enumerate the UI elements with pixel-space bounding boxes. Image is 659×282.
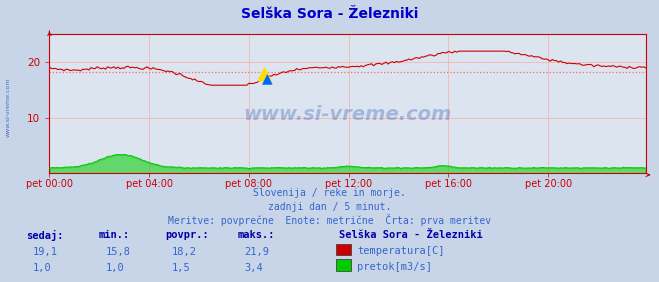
Text: Meritve: povprečne  Enote: metrične  Črta: prva meritev: Meritve: povprečne Enote: metrične Črta:… — [168, 214, 491, 226]
Text: sedaj:: sedaj: — [26, 230, 64, 241]
Text: 15,8: 15,8 — [105, 247, 130, 257]
Text: Selška Sora - Železniki: Selška Sora - Železniki — [241, 7, 418, 21]
Text: www.si-vreme.com: www.si-vreme.com — [5, 78, 11, 137]
Text: min.:: min.: — [99, 230, 130, 240]
Text: 3,4: 3,4 — [244, 263, 262, 273]
Text: 1,0: 1,0 — [105, 263, 124, 273]
Text: pretok[m3/s]: pretok[m3/s] — [357, 262, 432, 272]
Text: zadnji dan / 5 minut.: zadnji dan / 5 minut. — [268, 202, 391, 212]
Text: 21,9: 21,9 — [244, 247, 269, 257]
Text: Slovenija / reke in morje.: Slovenija / reke in morje. — [253, 188, 406, 197]
Text: ▲: ▲ — [262, 72, 272, 85]
Text: 19,1: 19,1 — [33, 247, 58, 257]
Text: ▲: ▲ — [256, 63, 272, 82]
Text: maks.:: maks.: — [237, 230, 275, 240]
Text: 1,5: 1,5 — [171, 263, 190, 273]
Text: temperatura[C]: temperatura[C] — [357, 246, 445, 256]
Text: povpr.:: povpr.: — [165, 230, 208, 240]
Text: 1,0: 1,0 — [33, 263, 51, 273]
Text: www.si-vreme.com: www.si-vreme.com — [243, 105, 452, 124]
Text: Selška Sora - Železniki: Selška Sora - Železniki — [339, 230, 483, 240]
Text: 18,2: 18,2 — [171, 247, 196, 257]
